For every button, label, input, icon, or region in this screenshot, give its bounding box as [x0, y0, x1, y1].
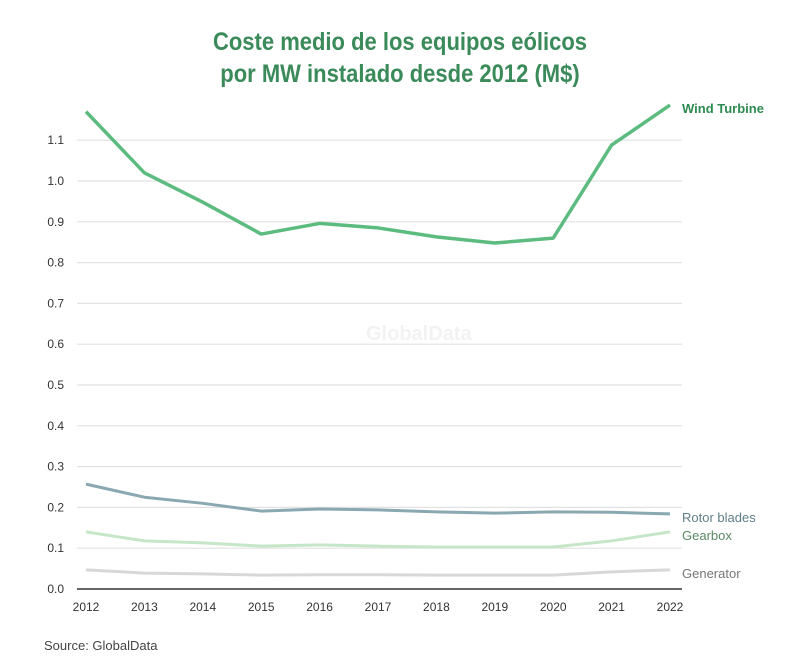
series-label-gearbox: Gearbox [682, 528, 732, 543]
series-line-rotor-blades [85, 482, 671, 516]
y-tick-label: 1.0 [47, 174, 64, 188]
x-tick-label: 2016 [306, 600, 333, 614]
series-line-generator [85, 568, 671, 577]
y-tick-label: 0.5 [47, 378, 64, 392]
y-tick-label: 0.1 [47, 541, 64, 555]
y-tick-label: 0.3 [47, 460, 64, 474]
y-tick-label: 1.1 [47, 133, 64, 147]
y-tick-label: 0.4 [47, 419, 64, 433]
x-tick-label: 2018 [423, 600, 450, 614]
y-tick-label: 0.8 [47, 256, 64, 270]
chart-title-line-2: por MW instalado desde 2012 (M$) [220, 60, 580, 88]
y-tick-label: 0.6 [47, 337, 64, 351]
series-label-rotor-blades: Rotor blades [682, 510, 756, 525]
x-tick-label: 2012 [73, 600, 100, 614]
x-tick-label: 2014 [189, 600, 216, 614]
chart-title: Coste medio de los equipos eólicos por M… [48, 26, 752, 90]
series-line-gearbox [85, 530, 671, 549]
chart-title-line-1: Coste medio de los equipos eólicos [212, 28, 588, 56]
x-tick-label: 2015 [248, 600, 275, 614]
x-tick-label: 2019 [481, 600, 508, 614]
y-tick-label: 0.7 [47, 296, 64, 310]
y-tick-label: 0.0 [47, 582, 64, 596]
y-tick-label: 0.9 [47, 215, 64, 229]
watermark: GlobalData [366, 323, 472, 345]
x-tick-label: 2013 [131, 600, 158, 614]
series-label-generator: Generator [682, 566, 741, 581]
source-note: Source: GlobalData [44, 638, 158, 653]
x-tick-label: 2021 [598, 600, 625, 614]
y-tick-label: 0.2 [47, 500, 64, 514]
x-tick-label: 2017 [365, 600, 392, 614]
series-label-wind-turbine: Wind Turbine [682, 101, 764, 116]
x-tick-label: 2020 [540, 600, 567, 614]
x-tick-label: 2022 [657, 600, 684, 614]
